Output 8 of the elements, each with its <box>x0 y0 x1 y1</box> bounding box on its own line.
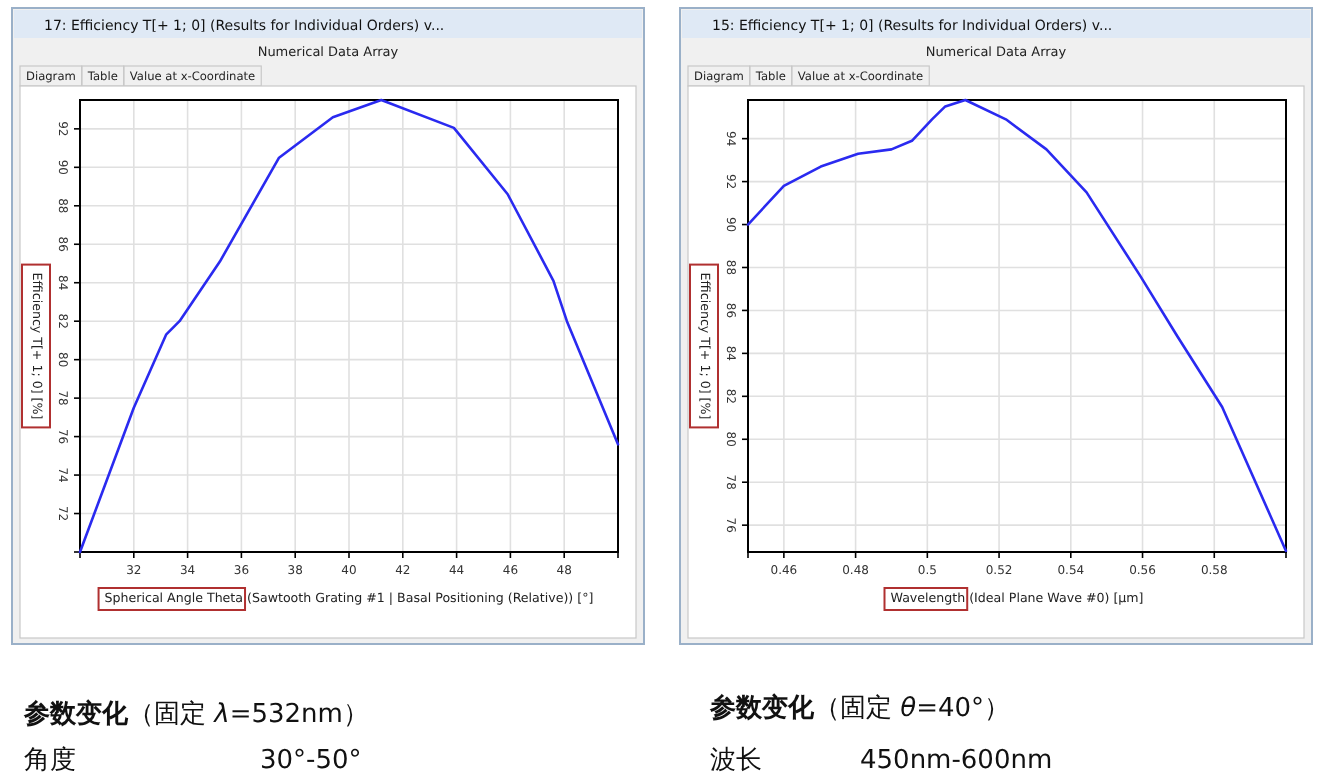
text: 30°-50° <box>260 746 362 776</box>
text: 参数变化（固定 θ=40°） <box>708 692 1011 724</box>
text: 角度 <box>24 744 76 776</box>
text: 参数变化（固定 λ=532nm） <box>22 698 369 730</box>
line-series <box>746 98 1288 553</box>
text: 450nm-600nm <box>860 746 1053 776</box>
text: 波长 <box>710 746 762 776</box>
line-series <box>78 98 620 554</box>
